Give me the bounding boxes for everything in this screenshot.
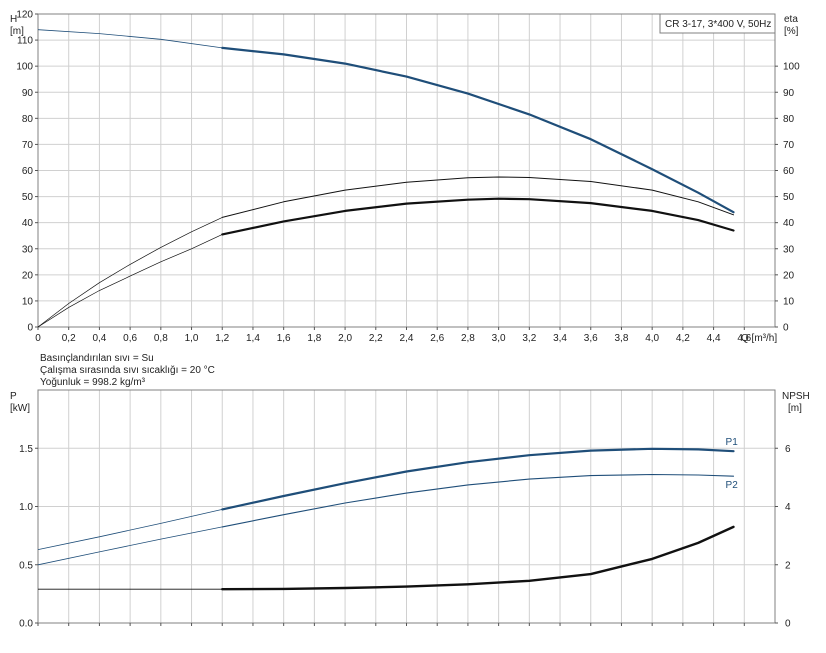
eta-tick-label: 70 [783,140,795,151]
head-efficiency-chart: 0 10 20 30 40 50 60 70 80 90 100 110 120 0 10 20 30 40 50… [10,10,800,345]
head-tick-label: 10 [22,296,34,307]
head-tick-label: 100 [16,62,33,73]
head-tick-label: 120 [16,10,33,21]
eta-tick-label: 100 [783,62,800,73]
fluid-info-line-2: Çalışma sırasında sıvı sıcaklığı = 20 °C [40,365,215,376]
series-h-line [221,46,735,214]
flow-tick-label: 0,4 [92,333,106,344]
fluid-info: Basınçlandırılan sıvı = Su Çalışma sıras… [40,353,215,388]
fluid-info-line-3: Yoğunluk = 998.2 kg/m³ [40,377,146,388]
npsh-axis-label: NPSH [782,391,810,402]
flow-tick-label: 2,4 [400,333,414,344]
flow-tick-label: 2,6 [430,333,444,344]
flow-tick-label: 2,2 [369,333,383,344]
npsh-tick-label: 0 [785,619,791,630]
head-axis-unit: [m] [10,26,24,37]
eta-tick-label: 90 [783,88,795,99]
flow-tick-label: 3,4 [553,333,567,344]
flow-tick-label: 1,2 [215,333,229,344]
eta-axis-label: eta [784,14,798,25]
flow-tick-label: 2,0 [338,333,352,344]
flow-tick-label: 4,0 [645,333,659,344]
eta-tick-label: 50 [783,192,795,203]
eta-axis-ticks: 0 10 20 30 40 50 60 70 80 90 100 [775,62,800,334]
flow-tick-label: 0 [35,333,41,344]
flow-tick-label: 0,2 [62,333,76,344]
flow-axis-label: Q [m³/h] [741,333,777,344]
head-tick-label: 70 [22,140,34,151]
flow-tick-label: 3,2 [522,333,536,344]
power-tick-label: 1.5 [19,444,33,455]
power-axis-label: P [10,391,17,402]
npsh-axis-ticks: 0 2 4 6 [775,444,791,630]
model-title-box [659,13,776,34]
flow-tick-label: 4,2 [676,333,690,344]
eta-tick-label: 10 [783,296,795,307]
flow-tick-label: 0,8 [154,333,168,344]
head-tick-label: 20 [22,270,34,281]
head-tick-label: 30 [22,244,34,255]
series-eta_total-extrapolated [37,234,223,328]
head-tick-label: 50 [22,192,34,203]
eta-tick-label: 60 [783,166,795,177]
npsh-tick-label: 2 [785,560,791,571]
flow-tick-label: 3,0 [492,333,506,344]
flow-tick-label: 0,6 [123,333,137,344]
flow-tick-label: 1,6 [277,333,291,344]
flow-tick-label: 4,6 [737,333,751,344]
series-label-p1: P1 [726,437,739,448]
eta-tick-label: 30 [783,244,795,255]
head-tick-label: 90 [22,88,34,99]
top-chart-series [37,29,735,328]
head-tick-label: 0 [27,323,33,334]
head-axis-ticks: 0 10 20 30 40 50 60 70 80 90 100 110 120 [16,10,38,334]
flow-tick-label: 3,8 [615,333,629,344]
npsh-axis-unit: [m] [788,403,802,414]
flow-tick-label: 1,0 [185,333,199,344]
power-npsh-chart: 0.0 0.5 1.0 1.5 0 2 4 6 P [kW] NPSH [m] P1 P2 [10,389,810,630]
top-chart-grid [38,13,775,327]
npsh-tick-label: 6 [785,444,791,455]
flow-axis-ticks: 0 0,2 0,4 0,6 0,8 1,0 1,2 1,4 1,6 1,8 2,0 2,2 2,4 2,6… [35,327,752,344]
flow-tick-label: 4,4 [707,333,721,344]
series-p2-extrapolated [37,526,223,566]
series-label-p2: P2 [726,480,739,491]
head-tick-label: 40 [22,218,34,229]
flow-tick-label: 1,8 [307,333,321,344]
flow-tick-label: 2,8 [461,333,475,344]
eta-tick-label: 0 [783,323,789,334]
bottom-chart-series [37,447,735,591]
fluid-info-line-1: Basınçlandırılan sıvı = Su [40,353,154,364]
head-tick-label: 60 [22,166,34,177]
series-eta_pump-line [221,176,734,218]
series-h-extrapolated [37,29,223,49]
power-tick-label: 1.0 [19,502,33,513]
eta-tick-label: 20 [783,270,795,281]
series-p1-line [221,447,735,511]
eta-tick-label: 40 [783,218,795,229]
head-axis-label: H [10,14,17,25]
series-p2-line [221,473,735,528]
power-tick-label: 0.5 [19,560,33,571]
power-axis-unit: [kW] [10,403,30,414]
series-eta_pump-extrapolated [37,217,223,328]
eta-axis-unit: [%] [784,26,799,37]
series-p1-extrapolated [37,509,223,550]
flow-tick-label: 3,6 [584,333,598,344]
bottom-chart-grid [38,390,775,623]
model-title: CR 3-17, 3*400 V, 50Hz [665,19,771,30]
series-npsh-line [221,525,735,591]
head-tick-label: 110 [17,36,33,47]
eta-tick-label: 80 [783,114,795,125]
flow-tick-label: 1,4 [246,333,260,344]
series-eta_total-line [221,197,735,236]
power-tick-label: 0.0 [19,619,33,630]
head-tick-label: 80 [22,114,34,125]
power-axis-ticks: 0.0 0.5 1.0 1.5 [19,444,745,630]
npsh-tick-label: 4 [785,502,791,513]
